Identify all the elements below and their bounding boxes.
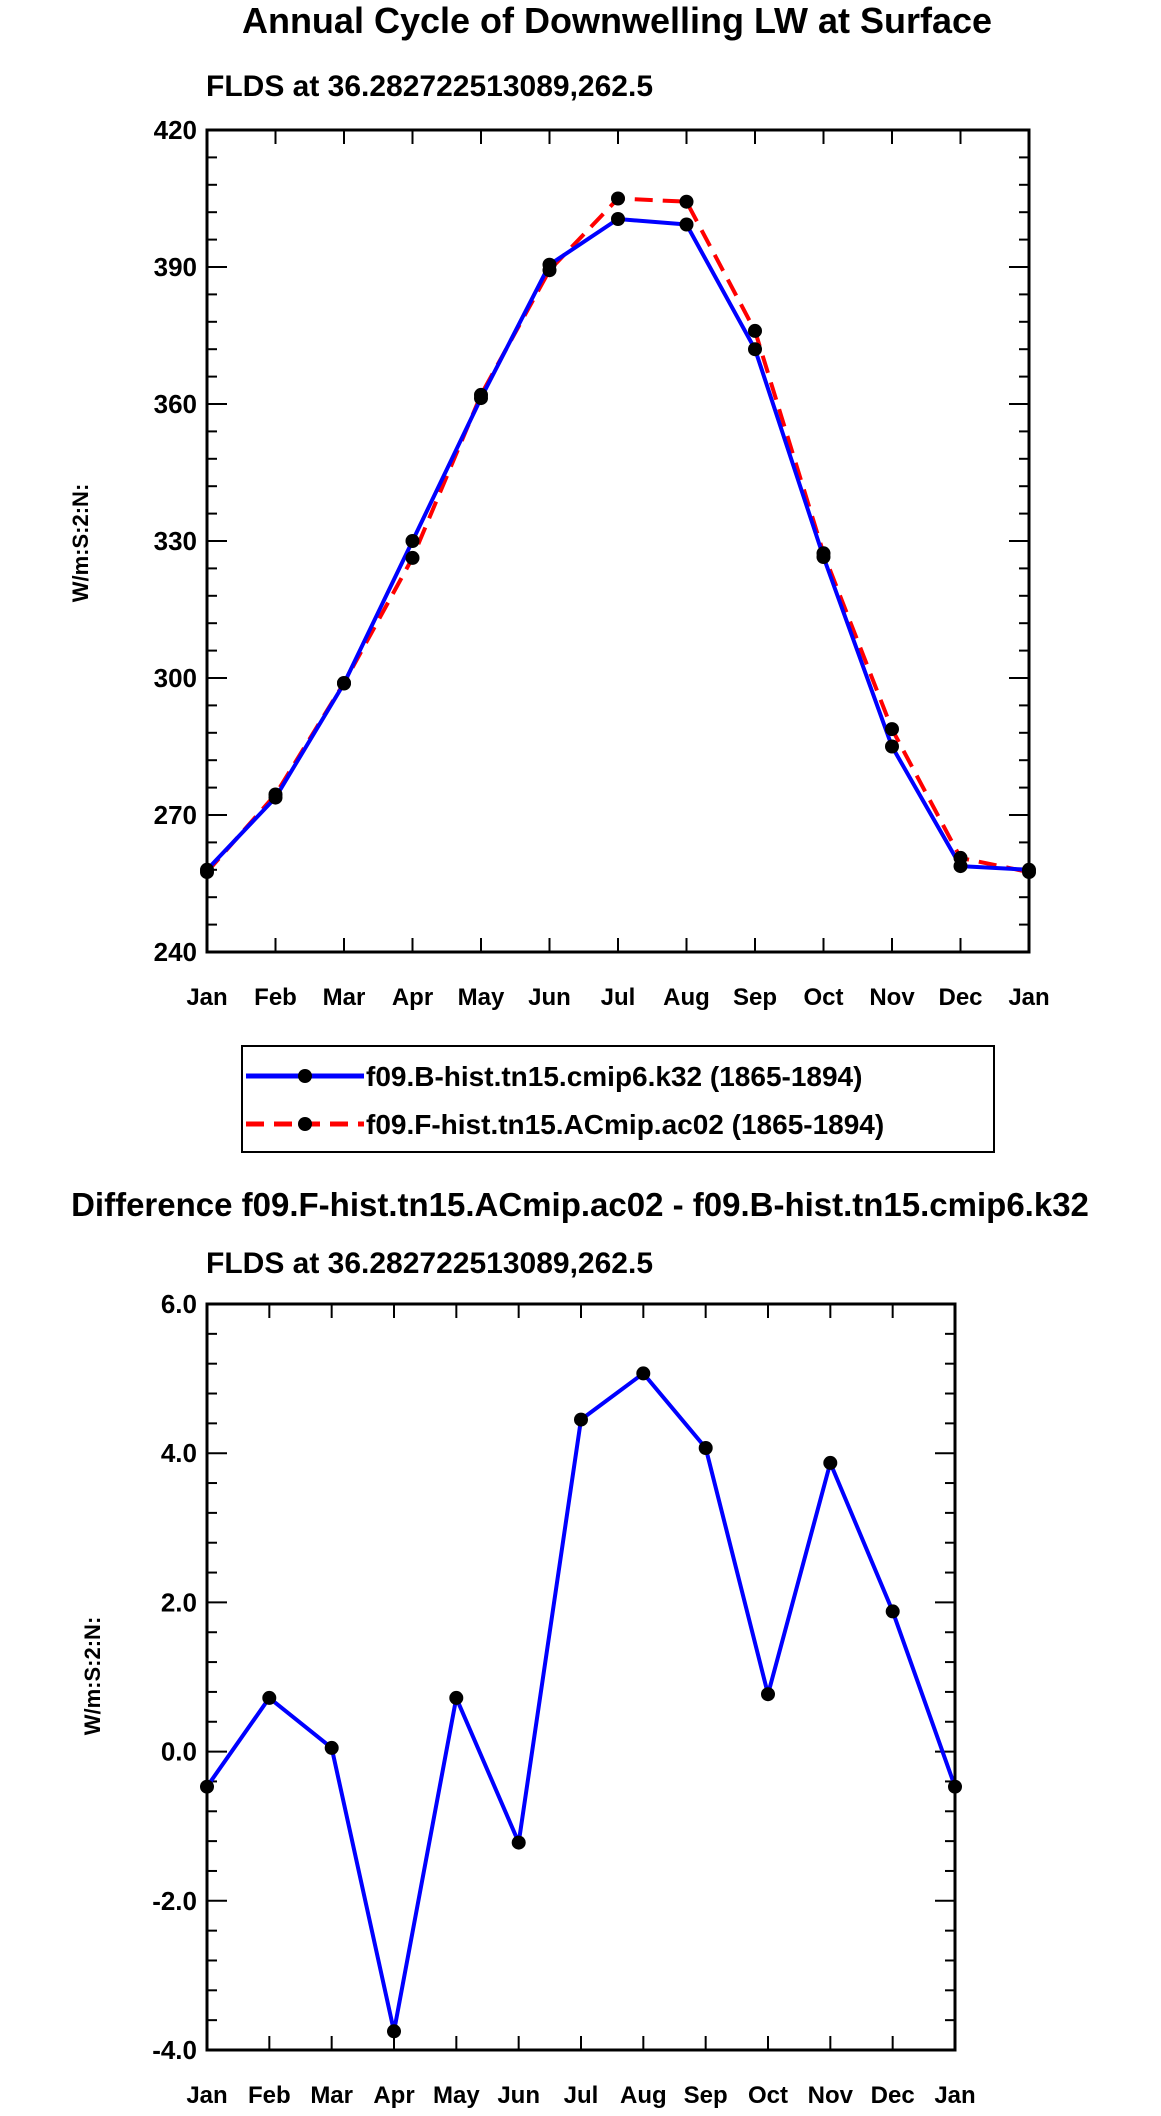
series-line-1 [205,1371,957,2034]
series-1-point [511,1835,526,1850]
y-tick-label: 420 [154,115,197,145]
chart1-subtitle: FLDS at 36.282722513089,262.5 [206,70,653,103]
series-1-point [387,2024,401,2039]
legend-marker-series-1 [298,1069,312,1083]
chart1-series [200,191,1036,880]
y-tick-label: 270 [154,800,197,830]
y-tick-label: 300 [154,663,197,693]
x-tick-label: Sep [684,2082,728,2109]
series-1-point [449,1690,464,1705]
x-tick-label: Jan [1008,984,1049,1011]
x-tick-label: Mar [323,984,366,1011]
x-tick-label: Feb [254,984,297,1011]
series-1-point [611,212,625,226]
chart1-title: Annual Cycle of Downwelling LW at Surfac… [242,0,992,41]
x-tick-label: Jun [497,2082,540,2109]
x-tick-label: Nov [869,984,915,1011]
x-tick-label: Oct [803,984,843,1011]
chart2-title: Difference f09.F-hist.tn15.ACmip.ac02 - … [71,1186,1089,1223]
series-1-point [324,1740,339,1755]
series-2-point [542,263,557,278]
series-2-point [679,194,694,209]
x-tick-label: Nov [808,2082,854,2109]
series-2-point [953,850,968,865]
x-tick-label: Jan [186,984,227,1011]
legend-label-series-1: f09.B-hist.tn15.cmip6.k32 (1865-1894) [366,1061,862,1092]
series-1-point [885,1604,900,1619]
y-tick-label: 0.0 [161,1737,197,1767]
chart1-frame [205,128,1031,954]
chart2-ylabel: W/m:S:2:N: [80,1617,105,1736]
x-tick-label: Apr [373,2082,414,2109]
chart2-y-tick-labels: -4.0 -2.0 0.0 2.0 4.0 6.0 [152,1289,197,2065]
x-tick-label: Dec [871,2082,915,2109]
x-tick-label: Feb [248,2082,291,2109]
x-tick-label: Dec [938,984,982,1011]
series-1-point [679,217,694,232]
y-tick-label: -4.0 [152,2035,197,2065]
series-2-point [268,787,283,802]
y-tick-label: 390 [154,252,197,282]
x-tick-label: Oct [748,2082,788,2109]
y-tick-label: 2.0 [161,1587,197,1617]
x-tick-label: Apr [392,984,433,1011]
x-tick-label: Mar [310,2082,353,2109]
series-1-point [698,1441,713,1455]
x-tick-label: Jan [186,2082,227,2109]
series-2-point [816,546,831,561]
series-2-point [748,323,762,338]
series-1-point [885,739,899,754]
y-tick-label: 6.0 [161,1289,197,1319]
legend-label-series-2: f09.F-hist.tn15.ACmip.ac02 (1865-1894) [366,1109,884,1140]
y-tick-label: -2.0 [152,1886,197,1916]
series-1-point [748,342,762,357]
x-tick-label: May [433,2082,480,2109]
x-tick-label: Jul [601,984,636,1011]
series-line-1 [205,217,1030,872]
series-1-point [761,1687,775,1702]
y-tick-label: 360 [154,389,197,419]
difference-chart: Difference f09.F-hist.tn15.ACmip.ac02 - … [71,1186,1089,2109]
x-tick-label: Aug [663,984,710,1011]
x-tick-label: Jan [934,2082,975,2109]
series-1-point [574,1412,588,1427]
y-tick-label: 4.0 [161,1438,197,1468]
y-tick-label: 330 [154,526,197,556]
legend-marker-series-2 [298,1117,312,1131]
series-1-point [262,1690,277,1705]
series-2-point [474,387,488,402]
series-2-point [405,550,420,565]
series-1-point [405,534,420,548]
legend-box [241,1045,995,1153]
x-tick-label: Aug [620,2082,667,2109]
series-2-point [611,191,625,206]
series-1-point [823,1455,838,1470]
y-tick-label: 240 [154,937,197,967]
x-tick-label: May [458,984,505,1011]
chart2-frame [205,1302,957,2052]
chart1-legend: f09.B-hist.tn15.cmip6.k32 (1865-1894) f0… [241,1045,995,1153]
chart1-ticks [206,129,1030,953]
chart2-subtitle: FLDS at 36.282722513089,262.5 [206,1247,653,1280]
chart1-y-tick-labels: 240 270 300 330 360 390 420 [154,115,197,967]
annual-cycle-chart: Annual Cycle of Downwelling LW at Surfac… [68,0,1050,1153]
chart1-ylabel: W/m:S:2:N: [68,484,93,603]
x-tick-label: Jul [564,2082,599,2109]
series-2-point [885,722,899,737]
chart2-x-tick-labels: Jan Feb Mar Apr May Jun Jul Aug Sep Oct Nov Dec Jan [186,2082,975,2109]
x-tick-label: Jun [528,984,571,1011]
series-1-point [636,1366,651,1381]
chart1-x-tick-labels: Jan Feb Mar Apr May Jun Jul Aug Sep Oct Nov Dec Jan [186,984,1049,1011]
series-2-point [337,676,351,690]
chart2-series [200,1366,962,2039]
x-tick-label: Sep [733,984,777,1011]
